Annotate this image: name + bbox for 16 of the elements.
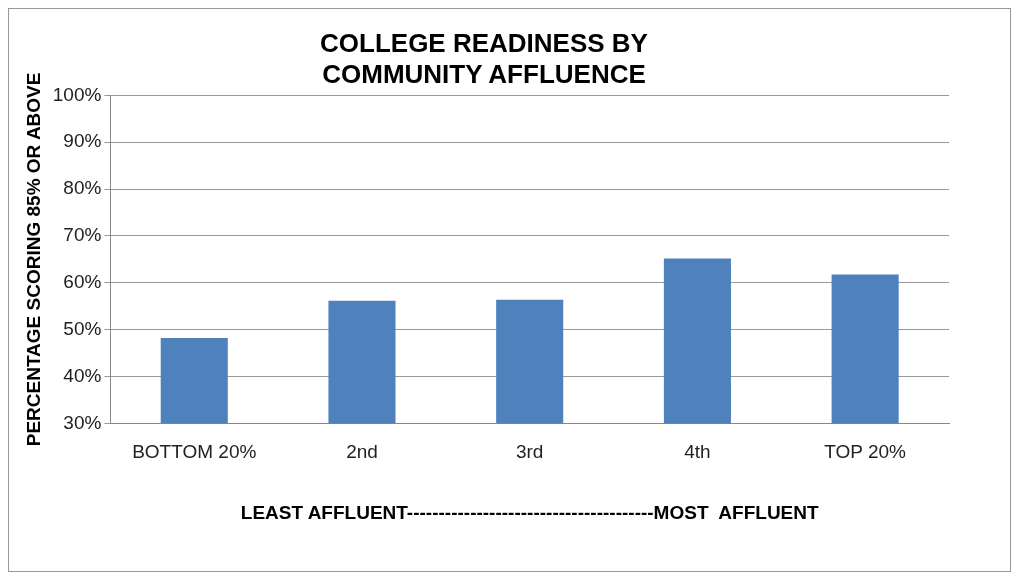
x-tick-label: TOP 20% bbox=[824, 441, 907, 463]
x-tick-label: 3rd bbox=[515, 441, 544, 463]
y-tick-label: 30% bbox=[63, 411, 102, 433]
chart-title: COLLEGE READINESS BY COMMUNITY AFFLUENCE bbox=[320, 27, 648, 89]
y-tick-label: 60% bbox=[63, 271, 102, 293]
x-tick-label: 2nd bbox=[346, 441, 378, 463]
y-tick-label: 70% bbox=[63, 224, 102, 246]
x-axis-title: LEAST AFFLUENT---------------------------------------MOST AFFLUENT bbox=[240, 501, 819, 523]
y-tick-label: 90% bbox=[63, 130, 102, 152]
y-tick-label: 100% bbox=[52, 83, 102, 105]
y-tick-label: 40% bbox=[63, 364, 102, 386]
y-axis-title: PERCENTAGE SCORING 85% OR ABOVE bbox=[22, 72, 44, 447]
y-tick-label: 50% bbox=[63, 317, 102, 339]
x-tick-label: BOTTOM 20% bbox=[132, 441, 257, 463]
y-tick-label: 80% bbox=[63, 177, 102, 199]
x-tick-label: 4th bbox=[684, 441, 711, 463]
